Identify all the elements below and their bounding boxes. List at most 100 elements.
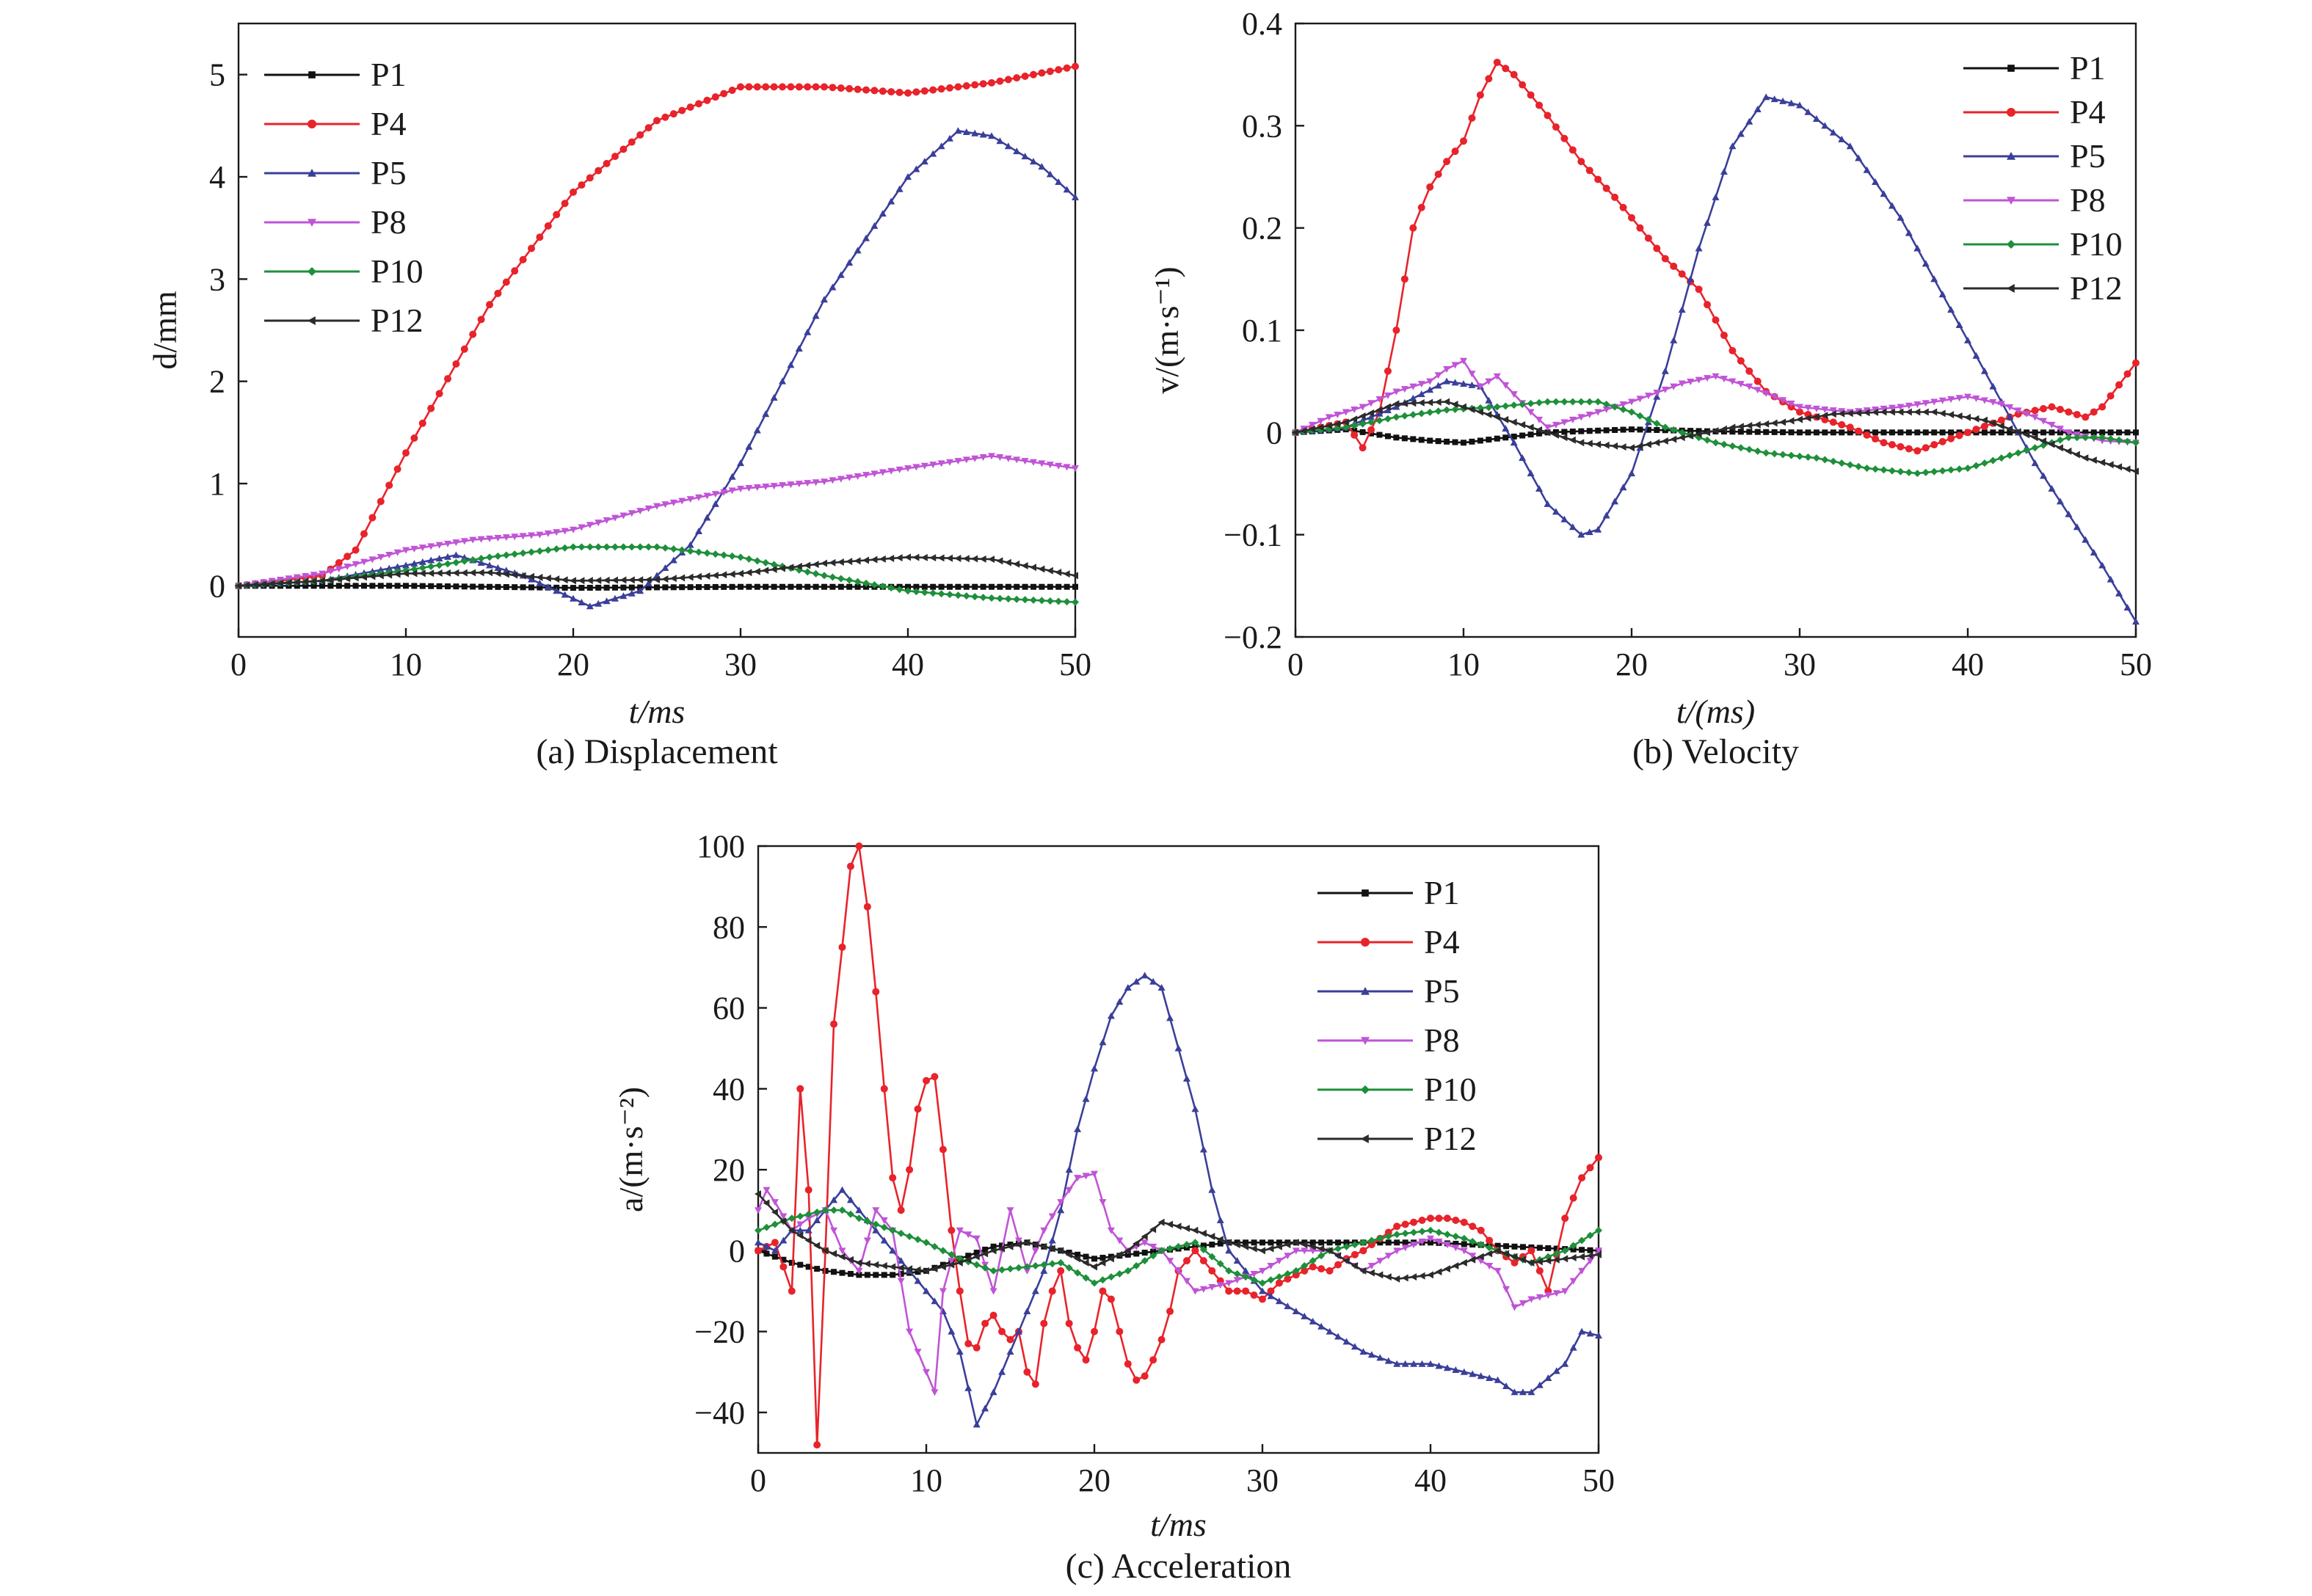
data-point	[661, 575, 669, 583]
data-point	[1443, 1231, 1451, 1239]
data-point	[787, 481, 795, 489]
data-point	[1468, 371, 1476, 378]
data-point	[2024, 429, 2030, 436]
data-point	[544, 583, 552, 591]
data-point	[880, 1223, 888, 1231]
data-point	[1375, 406, 1383, 414]
legend-label: P10	[371, 252, 423, 290]
data-point	[1166, 1014, 1174, 1021]
data-point	[1342, 1257, 1350, 1265]
data-point	[1704, 219, 1712, 226]
legend-item-p8: P8	[1963, 181, 2106, 219]
data-point	[872, 1220, 880, 1228]
data-point	[427, 543, 435, 550]
data-point	[2065, 429, 2073, 437]
data-point	[1947, 411, 1955, 419]
data-point	[385, 564, 393, 572]
data-point	[1745, 422, 1753, 430]
data-point	[1678, 429, 1686, 437]
data-point	[1737, 423, 1744, 431]
data-point	[1636, 412, 1644, 420]
data-point	[1502, 382, 1510, 389]
data-point	[1486, 1244, 1494, 1252]
data-point	[1300, 427, 1307, 435]
data-point	[1410, 1360, 1418, 1367]
data-point	[1552, 1250, 1560, 1258]
data-point	[1149, 977, 1157, 985]
data-point	[1174, 1267, 1182, 1275]
data-point	[502, 278, 510, 286]
data-point	[410, 434, 418, 442]
data-point	[1418, 1238, 1426, 1245]
data-point	[1535, 1258, 1543, 1266]
data-point	[1720, 425, 1727, 433]
data-point	[1670, 383, 1678, 390]
data-point	[570, 577, 576, 585]
data-point	[755, 1247, 762, 1255]
data-point	[923, 1369, 930, 1376]
data-point	[837, 84, 845, 92]
data-point	[1116, 1270, 1124, 1278]
legend-marker	[308, 169, 316, 177]
data-point	[804, 1210, 813, 1218]
data-point	[988, 453, 995, 460]
data-point	[862, 86, 870, 94]
data-point	[796, 1085, 804, 1093]
data-point	[1779, 418, 1786, 426]
data-point	[971, 129, 979, 136]
legend-label: P8	[1424, 1021, 1460, 1059]
data-point	[1460, 1218, 1468, 1226]
data-point	[1013, 456, 1021, 464]
data-point	[763, 1223, 771, 1231]
data-point	[1460, 403, 1466, 411]
data-point	[453, 583, 459, 590]
legend-label: P8	[2070, 181, 2106, 219]
data-point	[1594, 440, 1602, 448]
data-point	[2123, 370, 2131, 378]
data-point	[561, 576, 568, 584]
data-point	[327, 576, 334, 584]
data-point	[862, 472, 870, 479]
data-point	[889, 1247, 897, 1254]
data-point	[737, 459, 744, 467]
data-point	[661, 501, 669, 509]
data-point	[889, 1174, 897, 1182]
data-point	[611, 576, 618, 584]
data-point	[377, 498, 385, 506]
data-point	[1552, 1256, 1560, 1264]
data-point	[494, 552, 502, 560]
data-point	[939, 1247, 947, 1255]
data-point	[1586, 1164, 1594, 1172]
data-point	[1023, 1308, 1031, 1315]
legend-marker	[2007, 197, 2015, 205]
data-point	[1611, 498, 1619, 505]
data-point	[962, 456, 970, 464]
data-point	[1426, 398, 1433, 407]
data-point	[912, 88, 920, 96]
data-point	[1063, 570, 1070, 578]
data-point	[578, 598, 586, 605]
data-point	[1577, 439, 1585, 447]
data-point	[1393, 434, 1400, 441]
data-point	[1434, 407, 1442, 415]
legend-marker	[2007, 240, 2015, 249]
series-p5	[755, 972, 1602, 1428]
data-point	[1417, 398, 1425, 407]
x-tick-label: 40	[1414, 1462, 1447, 1498]
data-point	[2073, 451, 2080, 459]
data-point	[1628, 408, 1635, 416]
data-point	[1535, 416, 1544, 423]
data-point	[352, 574, 359, 582]
data-point	[1343, 1239, 1350, 1246]
y-axis-label: v/(m·s⁻¹)	[1148, 266, 1185, 394]
data-point	[1174, 1242, 1182, 1250]
data-point	[999, 1242, 1006, 1249]
data-point	[1426, 378, 1434, 385]
data-point	[669, 499, 677, 506]
data-point	[954, 458, 962, 465]
data-point	[1385, 1239, 1392, 1246]
data-point	[644, 579, 652, 586]
data-point	[578, 577, 585, 585]
data-point	[1586, 428, 1593, 434]
data-point	[870, 87, 879, 95]
